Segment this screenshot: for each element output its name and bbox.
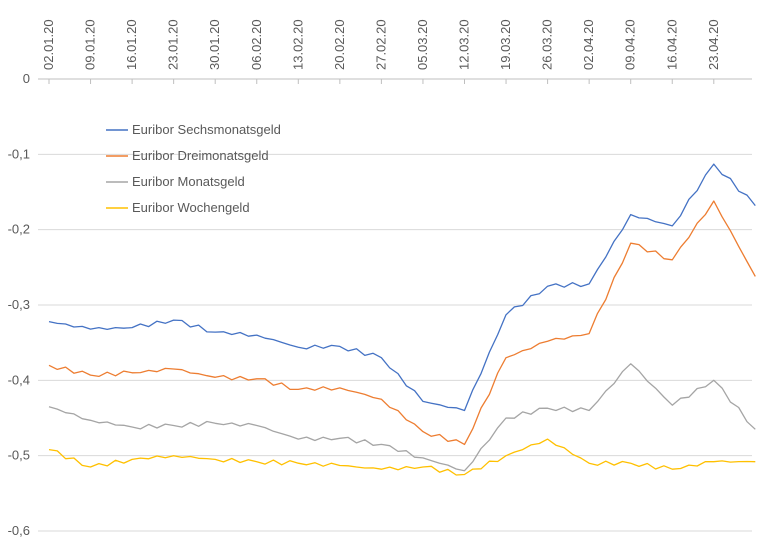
legend-label: Euribor Wochengeld [132, 200, 250, 215]
y-tick-label: -0,3 [8, 297, 30, 312]
x-tick-label: 27.02.20 [373, 19, 388, 70]
gridlines [38, 78, 752, 532]
x-tick-label: 23.04.20 [706, 19, 721, 70]
y-axis-tick-labels: 0 -0,1 -0,2 -0,3 -0,4 -0,5 -0,6 [8, 71, 30, 538]
x-tick-label: 23.01.20 [166, 19, 181, 70]
y-tick-label: -0,2 [8, 222, 30, 237]
y-tick-label: 0 [23, 71, 30, 86]
legend-label: Euribor Sechsmonatsgeld [132, 122, 281, 137]
y-tick-label: -0,6 [8, 523, 30, 538]
x-tick-label: 30.01.20 [207, 19, 222, 70]
x-tick-label: 19.03.20 [498, 19, 513, 70]
legend-label: Euribor Dreimonatsgeld [132, 148, 269, 163]
series-line-4 [48, 438, 756, 476]
y-tick-label: -0,5 [8, 448, 30, 463]
legend: Euribor Sechsmonatsgeld Euribor Dreimonat… [106, 122, 281, 215]
x-tick-label: 09.04.20 [623, 19, 638, 70]
x-tick-label: 06.02.20 [249, 19, 264, 70]
x-tick-label: 12.03.20 [457, 19, 472, 70]
series-line-3 [48, 363, 756, 472]
series-line-1 [48, 163, 756, 412]
series-lines [48, 163, 756, 476]
x-axis-tick-labels: 02.01.20 09.01.20 16.01.20 23.01.20 30.01.20… [41, 19, 721, 70]
x-tick-label: 16.01.20 [124, 19, 139, 70]
series-line-2 [48, 200, 756, 446]
x-tick-label: 26.03.20 [540, 19, 555, 70]
x-tick-label: 16.04.20 [664, 19, 679, 70]
x-tick-label: 13.02.20 [290, 19, 305, 70]
x-tick-label: 20.02.20 [332, 19, 347, 70]
x-tick-label: 09.01.20 [83, 19, 98, 70]
x-tick-label: 05.03.20 [415, 19, 430, 70]
x-tick-label: 02.01.20 [41, 19, 56, 70]
y-tick-label: -0,1 [8, 146, 30, 161]
x-tick-label: 02.04.20 [581, 19, 596, 70]
y-tick-label: -0,4 [8, 372, 30, 387]
legend-label: Euribor Monatsgeld [132, 174, 245, 189]
